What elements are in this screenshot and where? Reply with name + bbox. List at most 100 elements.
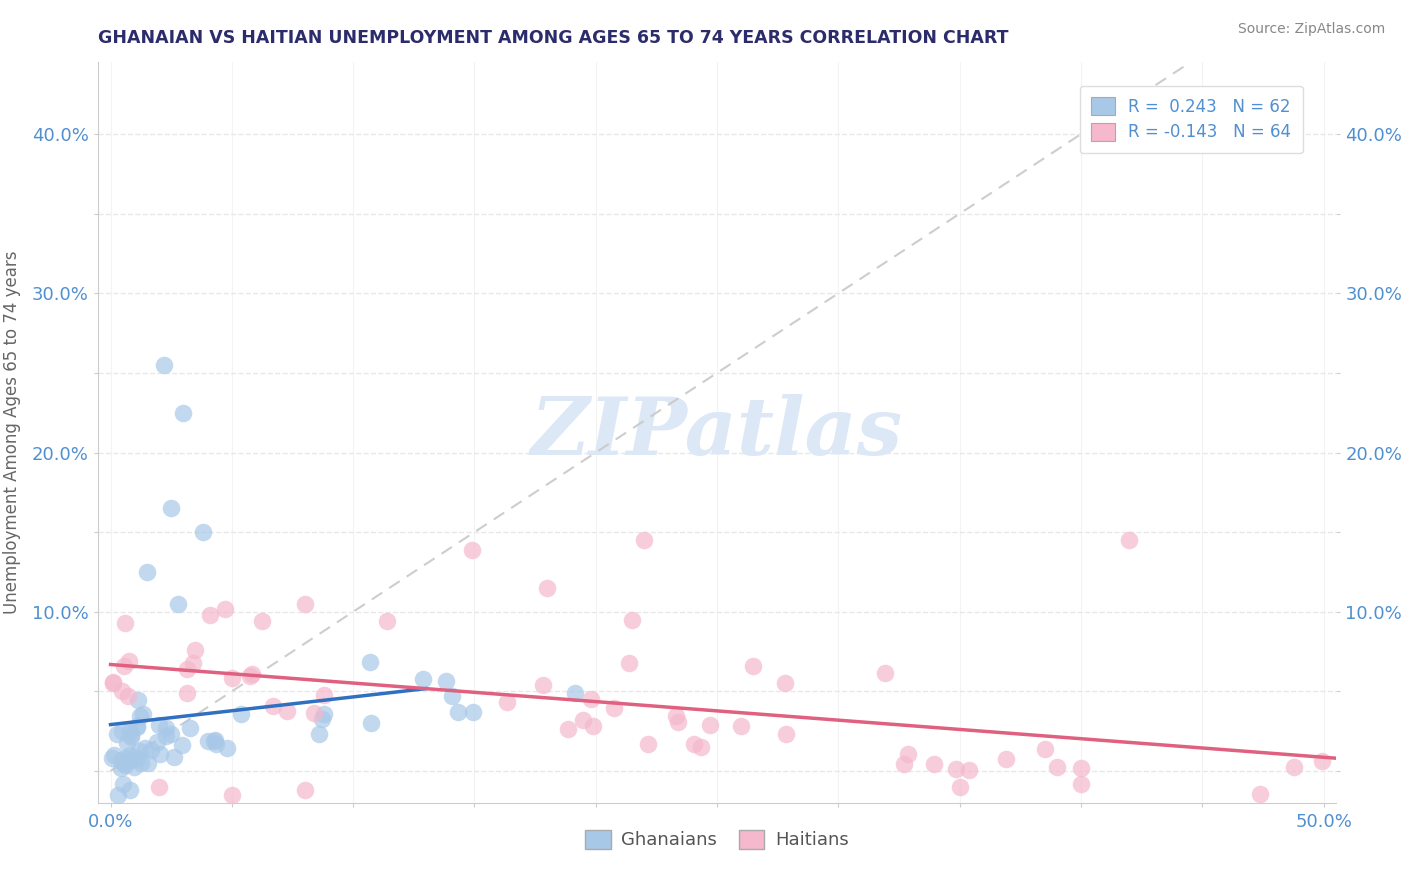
Point bbox=[741, 659, 763, 673]
Point bbox=[155, 721, 177, 735]
Point bbox=[217, 741, 239, 756]
Point bbox=[896, 747, 918, 761]
Point bbox=[668, 715, 690, 730]
Point bbox=[202, 734, 225, 748]
Point bbox=[214, 602, 236, 616]
Point bbox=[1070, 777, 1092, 791]
Point bbox=[294, 597, 316, 611]
Point bbox=[172, 406, 194, 420]
Text: ZIPatlas: ZIPatlas bbox=[531, 394, 903, 471]
Point bbox=[617, 656, 640, 670]
Point bbox=[1070, 761, 1092, 775]
Point bbox=[132, 706, 155, 721]
Point bbox=[873, 665, 896, 680]
Point bbox=[893, 757, 915, 772]
Point bbox=[120, 730, 142, 744]
Point bbox=[945, 762, 967, 776]
Point bbox=[110, 761, 132, 775]
Point bbox=[127, 718, 149, 732]
Point bbox=[311, 712, 333, 726]
Point bbox=[197, 733, 219, 747]
Point bbox=[1249, 788, 1271, 802]
Point bbox=[536, 581, 558, 595]
Point bbox=[314, 707, 336, 722]
Point bbox=[683, 738, 706, 752]
Point bbox=[949, 780, 972, 794]
Point bbox=[1033, 742, 1056, 756]
Point bbox=[621, 613, 644, 627]
Point bbox=[375, 615, 398, 629]
Point bbox=[359, 655, 381, 669]
Point bbox=[110, 753, 132, 767]
Point bbox=[149, 747, 172, 762]
Point bbox=[146, 734, 169, 748]
Point bbox=[602, 701, 624, 715]
Point bbox=[118, 654, 141, 668]
Point bbox=[572, 713, 595, 727]
Point bbox=[117, 689, 139, 703]
Point bbox=[262, 699, 284, 714]
Point bbox=[302, 706, 325, 721]
Point bbox=[184, 643, 207, 657]
Point bbox=[191, 525, 214, 540]
Point bbox=[139, 743, 162, 757]
Point bbox=[170, 738, 193, 752]
Point bbox=[179, 721, 201, 735]
Point bbox=[633, 533, 655, 547]
Point bbox=[461, 542, 484, 557]
Point bbox=[531, 678, 554, 692]
Point bbox=[665, 709, 688, 723]
Point bbox=[200, 608, 222, 623]
Point bbox=[114, 751, 136, 765]
Point bbox=[181, 656, 204, 670]
Point bbox=[557, 722, 579, 736]
Text: Source: ZipAtlas.com: Source: ZipAtlas.com bbox=[1237, 22, 1385, 37]
Point bbox=[276, 704, 298, 718]
Point bbox=[221, 788, 243, 802]
Point bbox=[107, 788, 129, 802]
Point bbox=[775, 676, 797, 690]
Point bbox=[112, 659, 135, 673]
Point bbox=[176, 662, 198, 676]
Point bbox=[118, 747, 141, 762]
Point bbox=[1282, 760, 1305, 774]
Point bbox=[155, 730, 177, 744]
Y-axis label: Unemployment Among Ages 65 to 74 years: Unemployment Among Ages 65 to 74 years bbox=[3, 251, 21, 615]
Point bbox=[463, 705, 485, 719]
Point bbox=[176, 686, 198, 700]
Point bbox=[128, 744, 150, 758]
Point bbox=[204, 732, 226, 747]
Point bbox=[957, 763, 980, 777]
Point bbox=[103, 747, 125, 762]
Point bbox=[103, 675, 125, 690]
Point bbox=[1310, 754, 1333, 768]
Point bbox=[995, 752, 1018, 766]
Point bbox=[221, 671, 243, 685]
Point bbox=[730, 719, 752, 733]
Point bbox=[148, 780, 170, 794]
Point bbox=[129, 709, 152, 723]
Point bbox=[125, 720, 148, 734]
Point bbox=[112, 756, 135, 770]
Point bbox=[127, 692, 149, 706]
Point bbox=[239, 668, 262, 682]
Point bbox=[581, 692, 603, 706]
Point bbox=[105, 727, 128, 741]
Point bbox=[114, 758, 136, 772]
Point bbox=[160, 727, 183, 741]
Point bbox=[447, 705, 470, 719]
Point bbox=[101, 675, 124, 690]
Point bbox=[922, 756, 945, 771]
Point bbox=[308, 727, 330, 741]
Point bbox=[136, 565, 159, 579]
Point bbox=[689, 740, 711, 755]
Point bbox=[100, 751, 122, 765]
Point bbox=[111, 724, 134, 739]
Point bbox=[121, 728, 143, 742]
Point bbox=[1118, 533, 1140, 547]
Point bbox=[115, 736, 138, 750]
Point bbox=[564, 685, 586, 699]
Point bbox=[1046, 760, 1069, 774]
Point bbox=[637, 738, 659, 752]
Point bbox=[294, 783, 316, 797]
